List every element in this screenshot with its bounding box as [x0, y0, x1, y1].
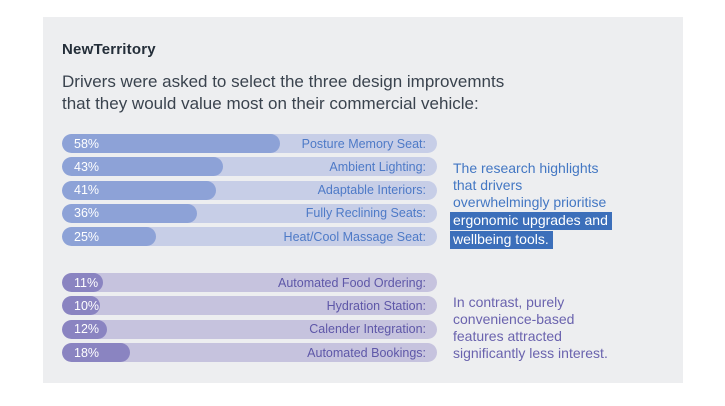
brand-logo-text: NewTerritory — [62, 41, 156, 58]
annotation-line: In contrast, purely — [453, 294, 565, 310]
bar-value-label: 41% — [74, 183, 100, 198]
bar-chart: 58% Posture Memory Seat: 43% Ambient Lighti… — [62, 134, 437, 366]
bar-category-label: Posture Memory Seat: — [301, 136, 426, 151]
bar-fill: 18% — [62, 343, 130, 363]
chart-title: Drivers were asked to select the three d… — [62, 71, 504, 115]
bar-value-label: 43% — [74, 159, 100, 174]
bar-track: 41% Adaptable Interiors: — [62, 180, 437, 200]
bar-track: 43% Ambient Lighting: — [62, 157, 437, 177]
annotation-ergonomic: The research highlights that drivers ove… — [450, 160, 612, 249]
bar-category-label: Calender Integration: — [309, 322, 426, 337]
bar-track: 11% Automated Food Ordering: — [62, 273, 437, 293]
bar-category-label: Fully Reclining Seats: — [305, 206, 426, 221]
annotation-line: features attracted — [453, 328, 562, 344]
bar-fill: 58% — [62, 134, 280, 153]
bar-fill: 41% — [62, 180, 216, 200]
chart-title-line-1: Drivers were asked to select the three d… — [62, 72, 505, 91]
annotation-line: that drivers — [453, 177, 523, 193]
annotation-line: convenience-based — [453, 311, 575, 327]
bar-value-label: 36% — [74, 206, 100, 221]
bar-value-label: 11% — [74, 275, 99, 290]
highlighted-text: ergonomic upgrades and — [450, 212, 612, 230]
highlighted-text: wellbeing tools. — [450, 231, 553, 249]
bar-track: 18% Automated Bookings: — [62, 343, 437, 363]
bar-fill: 11% — [62, 273, 104, 293]
bar-track: 12% Calender Integration: — [62, 319, 437, 339]
bar-value-label: 12% — [74, 322, 100, 337]
annotation-line: significantly less interest. — [453, 345, 608, 361]
bar-track: 25% Heat/Cool Massage Seat: — [62, 227, 437, 247]
bar-category-label: Ambient Lighting: — [329, 159, 426, 174]
bar-category-label: Automated Bookings: — [307, 345, 426, 360]
bar-fill: 10% — [62, 296, 100, 316]
bar-value-label: 10% — [74, 298, 100, 313]
bar-category-label: Automated Food Ordering: — [278, 275, 426, 290]
bar-track: 10% Hydration Station: — [62, 296, 437, 316]
bar-group-ergonomic: 58% Posture Memory Seat: 43% Ambient Lighti… — [62, 134, 437, 247]
annotation-convenience: In contrast, purely convenience-based fe… — [453, 294, 608, 362]
bar-value-label: 58% — [74, 136, 100, 151]
bar-track: 58% Posture Memory Seat: — [62, 134, 437, 153]
bar-fill: 25% — [62, 227, 156, 247]
bar-category-label: Adaptable Interiors: — [317, 183, 426, 198]
bar-category-label: Heat/Cool Massage Seat: — [283, 229, 426, 244]
annotation-line: overwhelmingly prioritise — [453, 194, 607, 210]
chart-title-line-2: that they would value most on their comm… — [62, 94, 479, 113]
infographic-card: NewTerritory Drivers were asked to selec… — [43, 17, 683, 383]
bar-fill: 36% — [62, 203, 197, 223]
bar-category-label: Hydration Station: — [326, 298, 426, 313]
bar-value-label: 18% — [74, 345, 100, 360]
bar-group-convenience: 11% Automated Food Ordering: 10% Hydration … — [62, 273, 437, 363]
bar-track: 36% Fully Reclining Seats: — [62, 203, 437, 223]
bar-fill: 12% — [62, 319, 107, 339]
annotation-line: The research highlights — [453, 160, 599, 176]
bar-fill: 43% — [62, 157, 224, 177]
bar-value-label: 25% — [74, 229, 100, 244]
